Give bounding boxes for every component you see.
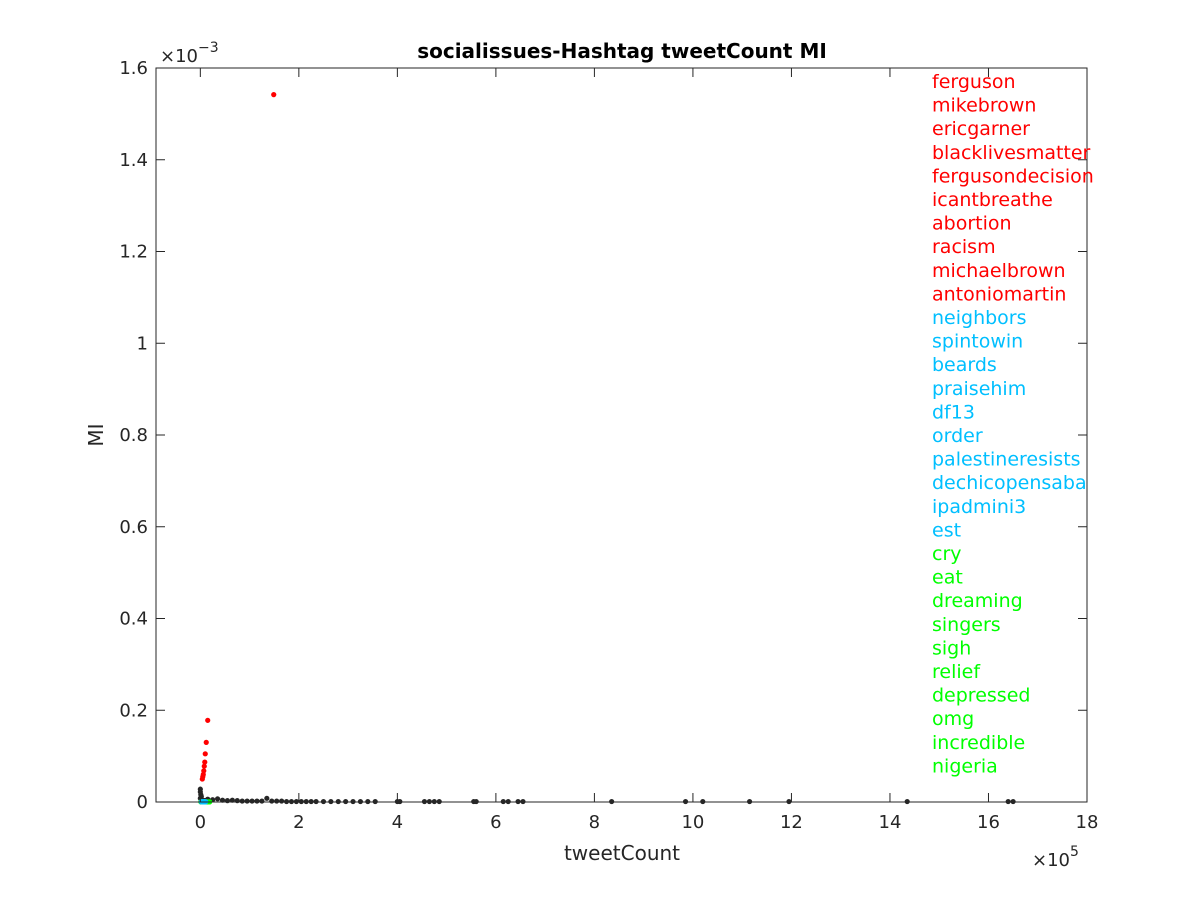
y-tick-label: 0	[137, 792, 148, 813]
x-exponent-base: ×10	[1032, 850, 1070, 871]
x-tick-label: 18	[1076, 812, 1099, 833]
data-point	[219, 797, 226, 803]
data-point	[214, 796, 221, 802]
axis-ticks: 0 2 4 6 8 10 12 14 16 18 0 0.2 0.4 0.6 0.8 1 1.2 1.4 1.6	[119, 58, 1098, 833]
chart-title: socialissues-Hashtag tweetCount MI	[417, 39, 827, 63]
y-tick-label: 0.8	[119, 425, 148, 446]
label-list-item: singers	[932, 614, 1001, 636]
data-point	[244, 798, 250, 804]
label-list-item: ipadmini3	[932, 496, 1026, 518]
data-point	[201, 763, 207, 769]
x-axis-label: tweetCount	[564, 841, 680, 865]
label-list-item: mikebrown	[932, 95, 1036, 117]
data-point	[279, 798, 285, 804]
x-tick-label: 2	[293, 812, 304, 833]
label-list-item: antoniomartin	[932, 283, 1066, 305]
x-tick-label: 12	[780, 812, 803, 833]
data-point	[229, 797, 235, 803]
y-axis-label: MI	[84, 423, 108, 446]
x-tick-label: 10	[681, 812, 704, 833]
data-point	[254, 798, 260, 804]
label-list-item: df13	[932, 401, 975, 423]
data-point	[274, 798, 280, 804]
label-list-item: spintowin	[932, 331, 1023, 353]
label-list-item: depressed	[932, 685, 1030, 707]
label-list-item: racism	[932, 236, 996, 258]
label-list-item: sigh	[932, 637, 971, 659]
x-tick-label: 8	[589, 812, 600, 833]
data-point	[202, 751, 208, 757]
data-point	[203, 739, 209, 745]
svg-text:×10−3: ×10−3	[160, 40, 219, 67]
label-list-item: michaelbrown	[932, 260, 1066, 282]
label-list-item: est	[932, 519, 961, 541]
svg-text:×105: ×105	[1032, 844, 1079, 871]
data-point	[249, 798, 255, 804]
x-exponent-label: ×105	[1032, 844, 1079, 871]
data-point	[264, 795, 270, 801]
label-list-item: palestineresists	[932, 449, 1081, 471]
data-point	[259, 798, 265, 804]
y-exponent-power: −3	[198, 40, 219, 56]
y-exponent-base: ×10	[160, 46, 198, 67]
y-tick-label: 0.4	[119, 609, 148, 630]
y-tick-label: 0.6	[119, 517, 148, 538]
y-tick-label: 0.2	[119, 700, 148, 721]
label-list-item: cry	[932, 543, 962, 565]
label-list-item: eat	[932, 567, 963, 589]
data-point	[202, 759, 208, 765]
label-list-item: nigeria	[932, 755, 998, 777]
label-list-item: neighbors	[932, 307, 1027, 329]
label-list-item: order	[932, 425, 983, 447]
label-list: fergusonmikebrownericgarnerblacklivesmat…	[932, 71, 1094, 777]
label-list-item: dechicopensaba	[932, 472, 1087, 494]
label-list-item: praisehim	[932, 378, 1026, 400]
y-exponent-label: ×10−3	[160, 40, 219, 67]
y-tick-label: 1.2	[119, 242, 148, 263]
data-point	[205, 717, 211, 723]
y-tick-label: 1	[137, 333, 148, 354]
label-list-item: beards	[932, 354, 997, 376]
label-list-item: dreaming	[932, 590, 1023, 612]
y-tick-label: 1.4	[119, 150, 148, 171]
x-tick-label: 6	[490, 812, 501, 833]
label-list-item: ericgarner	[932, 118, 1030, 140]
label-list-item: abortion	[932, 213, 1012, 235]
label-list-item: incredible	[932, 732, 1025, 754]
label-list-item: icantbreathe	[932, 189, 1053, 211]
y-tick-label: 1.6	[119, 58, 148, 79]
x-exponent-power: 5	[1070, 844, 1079, 860]
plot-area	[156, 68, 1087, 802]
x-tick-label: 16	[977, 812, 1000, 833]
x-tick-label: 0	[195, 812, 206, 833]
label-list-item: relief	[932, 661, 981, 683]
x-tick-label: 14	[879, 812, 902, 833]
data-point	[239, 798, 245, 804]
label-list-item: blacklivesmatter	[932, 142, 1091, 164]
data-point	[269, 798, 275, 804]
label-list-item: fergusondecision	[932, 165, 1094, 187]
label-list-item: omg	[932, 708, 974, 730]
data-point	[271, 92, 277, 98]
x-tick-label: 4	[392, 812, 403, 833]
label-list-item: ferguson	[932, 71, 1016, 93]
data-point	[199, 776, 205, 782]
